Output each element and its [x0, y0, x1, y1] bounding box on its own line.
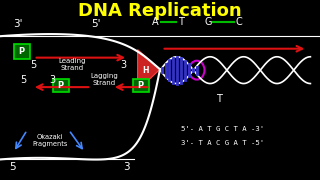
Text: C: C [235, 17, 242, 27]
Text: 5: 5 [30, 60, 37, 70]
FancyBboxPatch shape [133, 79, 149, 93]
Text: P: P [19, 47, 25, 56]
Polygon shape [138, 50, 160, 91]
Text: Leading
Strand: Leading Strand [58, 58, 86, 71]
FancyBboxPatch shape [14, 44, 30, 59]
Text: P: P [137, 81, 143, 90]
FancyBboxPatch shape [53, 79, 69, 93]
Text: 3: 3 [50, 75, 56, 85]
Text: 5: 5 [9, 163, 15, 172]
Text: A: A [152, 17, 158, 27]
Text: DNA Replication: DNA Replication [78, 2, 242, 20]
Text: 5: 5 [20, 75, 26, 85]
Text: 3: 3 [123, 163, 130, 172]
Text: 5': 5' [91, 19, 101, 29]
Text: 3': 3' [13, 19, 22, 29]
Text: Lagging
Strand: Lagging Strand [90, 73, 118, 86]
Text: 3'- T A C G A T -5': 3'- T A C G A T -5' [181, 140, 264, 146]
Text: P: P [57, 81, 63, 90]
Text: T: T [216, 94, 222, 104]
Text: 5'- A T G C T A -3': 5'- A T G C T A -3' [181, 126, 264, 132]
Text: T: T [178, 17, 184, 27]
Text: H: H [142, 66, 149, 75]
Text: 3: 3 [120, 60, 126, 70]
Text: Okazaki
Fragments: Okazaki Fragments [32, 134, 67, 147]
Text: G: G [204, 17, 212, 27]
